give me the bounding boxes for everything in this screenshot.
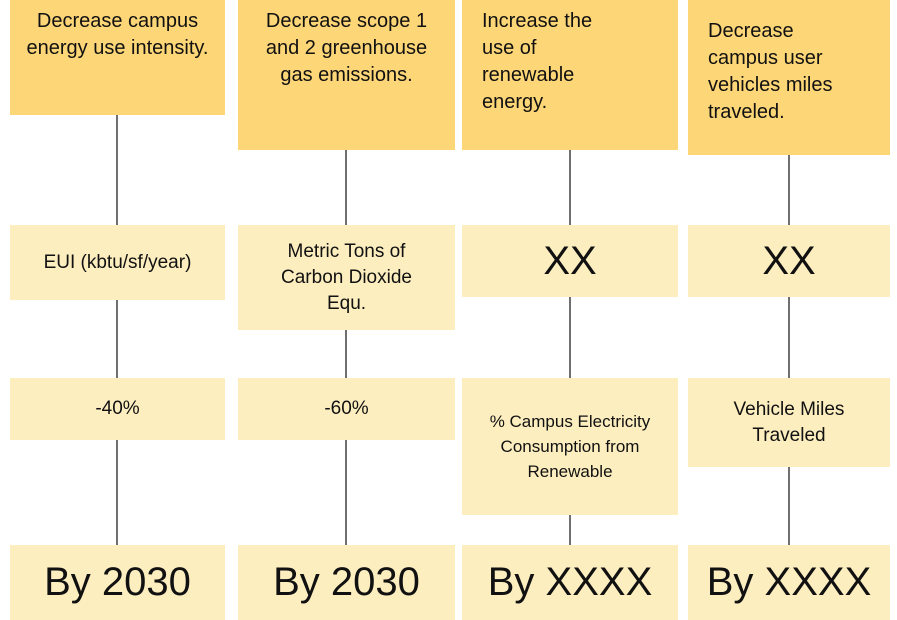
goal-box: Decrease campus energy use intensity. (10, 0, 225, 115)
deadline-box: By 2030 (10, 545, 225, 620)
deadline-box: By XXXX (462, 545, 678, 620)
target-box: Vehicle Miles Traveled (688, 378, 890, 467)
target-box: -60% (238, 378, 455, 440)
goal-box: Decrease campus user vehicles miles trav… (688, 0, 890, 155)
goal-box: Increase the use of renewable energy. (462, 0, 678, 150)
deadline-box: By XXXX (688, 545, 890, 620)
metric-box: EUI (kbtu/sf/year) (10, 225, 225, 300)
target-box: % Campus Electricity Consumption from Re… (462, 378, 678, 515)
deadline-box: By 2030 (238, 545, 455, 620)
metric-box: XX (462, 225, 678, 297)
metric-box: XX (688, 225, 890, 297)
goal-box: Decrease scope 1 and 2 greenhouse gas em… (238, 0, 455, 150)
metric-box: Metric Tons of Carbon Dioxide Equ. (238, 225, 455, 330)
target-box: -40% (10, 378, 225, 440)
